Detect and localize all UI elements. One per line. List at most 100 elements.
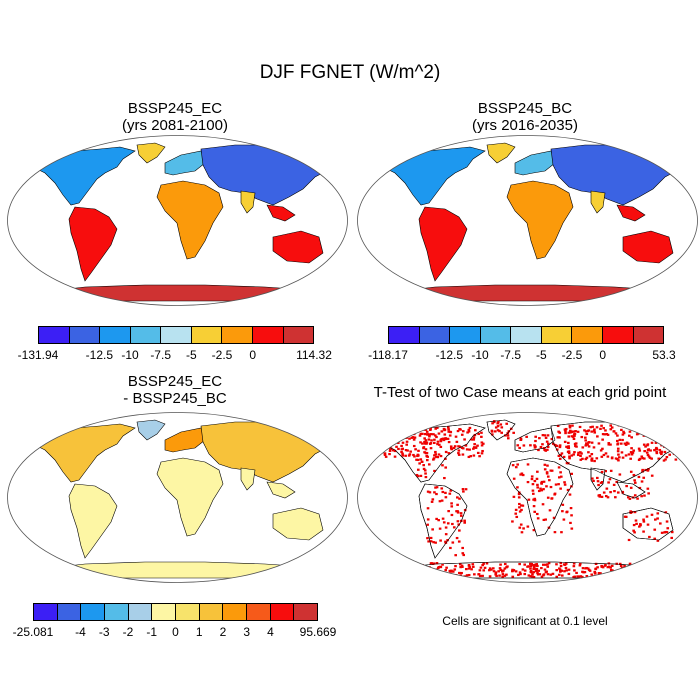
colorbar-swatch <box>247 604 271 620</box>
map-outline <box>357 135 698 306</box>
map-outline <box>7 135 348 306</box>
colorbar-swatch <box>283 327 314 343</box>
continent-samerica <box>68 483 118 559</box>
colorbar-swatch <box>223 604 248 620</box>
continent-africa <box>506 457 574 537</box>
colorbar-tick-label: -5 <box>535 348 547 362</box>
colorbar-tick-label: 4 <box>267 625 274 639</box>
colorbar-tick-label: -12.5 <box>435 348 464 362</box>
map-ttest <box>357 412 698 583</box>
map-land <box>22 142 336 302</box>
colorbar-swatch <box>511 327 542 343</box>
colorbar-tick-label: 0 <box>172 625 179 639</box>
colorbar-tick-label: 0 <box>599 348 606 362</box>
map-land <box>22 419 336 579</box>
colorbar-swatch <box>161 327 192 343</box>
colorbar-swatch <box>602 327 634 343</box>
continent-seasia <box>616 204 646 222</box>
colorbar-tick-label: -5 <box>185 348 197 362</box>
colorbar-swatch <box>450 327 481 343</box>
colorbar-tick-label: -2.5 <box>211 348 233 362</box>
panel-title-ec: BSSP245_EC (yrs 2081-2100) <box>40 100 310 134</box>
panel-title-diff-line1: BSSP245_EC <box>127 373 223 390</box>
continent-asia <box>200 144 336 206</box>
continent-india <box>590 190 606 214</box>
map-ec <box>7 135 348 306</box>
panel-title-bc-line2: (yrs 2016-2035) <box>472 117 578 134</box>
colorbar-tick-label: 114.32 <box>296 348 332 362</box>
continent-namerica <box>22 146 136 206</box>
colorbar-swatch <box>81 604 106 620</box>
colorbar-bc-ticks: -118.17 -12.5 -10 -7.5 -5 -2.5 0 53.3 <box>368 348 676 364</box>
colorbar-swatch <box>389 327 420 343</box>
colorbar-swatch <box>252 327 284 343</box>
continent-australia <box>272 230 324 264</box>
colorbar-swatch <box>572 327 603 343</box>
figure-title: DJF FGNET (W/m^2) <box>259 62 441 83</box>
colorbar-swatch <box>152 604 177 620</box>
continent-europe <box>164 150 206 176</box>
panel-title-diff: BSSP245_EC - BSSP245_BC <box>40 373 310 407</box>
colorbar-ec <box>38 326 314 344</box>
colorbar-tick-label: 1 <box>195 625 203 639</box>
colorbar-tick-label: 2 <box>219 625 227 639</box>
significance-note: Cells are significant at 0.1 level <box>442 614 608 628</box>
continent-australia <box>272 507 324 541</box>
continent-samerica <box>68 206 118 282</box>
colorbar-swatch <box>100 327 131 343</box>
continent-greenland <box>136 419 166 441</box>
colorbar-tick-label: -7.5 <box>150 348 171 362</box>
map-diff <box>7 412 348 583</box>
colorbar-tick-label: -2.5 <box>561 348 583 362</box>
map-bc <box>357 135 698 306</box>
colorbar-tick-label: -25.081 <box>12 625 54 639</box>
colorbar-tick-label: 95.669 <box>299 625 337 639</box>
colorbar-tick-label: -10 <box>471 348 489 362</box>
continent-asia <box>200 421 336 483</box>
colorbar-swatch <box>633 327 664 343</box>
colorbar-swatch <box>128 604 153 620</box>
continent-australia <box>622 230 674 264</box>
colorbar-swatch <box>541 327 573 343</box>
colorbar-swatch <box>57 604 82 620</box>
panel-title-diff-line2: - BSSP245_BC <box>123 390 227 407</box>
colorbar-swatch <box>34 604 58 620</box>
continent-greenland <box>486 142 516 164</box>
colorbar-swatch <box>105 604 129 620</box>
continent-europe <box>514 150 556 176</box>
colorbar-tick-label: -4 <box>75 625 86 639</box>
colorbar-tick-label: -118.17 <box>368 348 408 362</box>
panel-title-bc-line1: BSSP245_BC <box>477 100 573 117</box>
colorbar-swatch <box>199 604 224 620</box>
colorbar-tick-label: 3 <box>243 625 251 639</box>
colorbar-tick-label: -3 <box>98 625 110 639</box>
continent-seasia <box>266 481 296 499</box>
continent-seasia <box>266 204 296 222</box>
colorbar-swatch <box>294 604 318 620</box>
continent-india <box>240 190 256 214</box>
panel-title-ttest-line1: T-Test of two Case means at each grid po… <box>373 384 667 401</box>
panel-title-ec-line2: (yrs 2081-2100) <box>122 117 228 134</box>
continent-europe <box>164 427 206 453</box>
continent-africa <box>506 180 574 260</box>
colorbar-diff <box>33 603 318 621</box>
continent-asia <box>550 144 686 206</box>
colorbar-bc <box>388 326 664 344</box>
colorbar-swatch <box>270 604 295 620</box>
continent-namerica <box>22 423 136 483</box>
colorbar-swatch <box>222 327 253 343</box>
colorbar-tick-label: -10 <box>121 348 139 362</box>
colorbar-tick-label: 0 <box>249 348 256 362</box>
continent-greenland <box>136 142 166 164</box>
map-outline <box>357 412 698 583</box>
map-land <box>372 419 687 579</box>
colorbar-ec-ticks: -131.94 -12.5 -10 -7.5 -5 -2.5 0 114.32 <box>18 348 332 364</box>
map-land <box>372 142 686 302</box>
map-outline <box>7 412 348 583</box>
panel-title-bc: BSSP245_BC (yrs 2016-2035) <box>390 100 660 134</box>
continent-africa <box>156 457 224 537</box>
continent-namerica <box>372 146 486 206</box>
colorbar-tick-label: -1 <box>146 625 158 639</box>
colorbar-tick-label: -12.5 <box>85 348 114 362</box>
colorbar-swatch <box>69 327 101 343</box>
